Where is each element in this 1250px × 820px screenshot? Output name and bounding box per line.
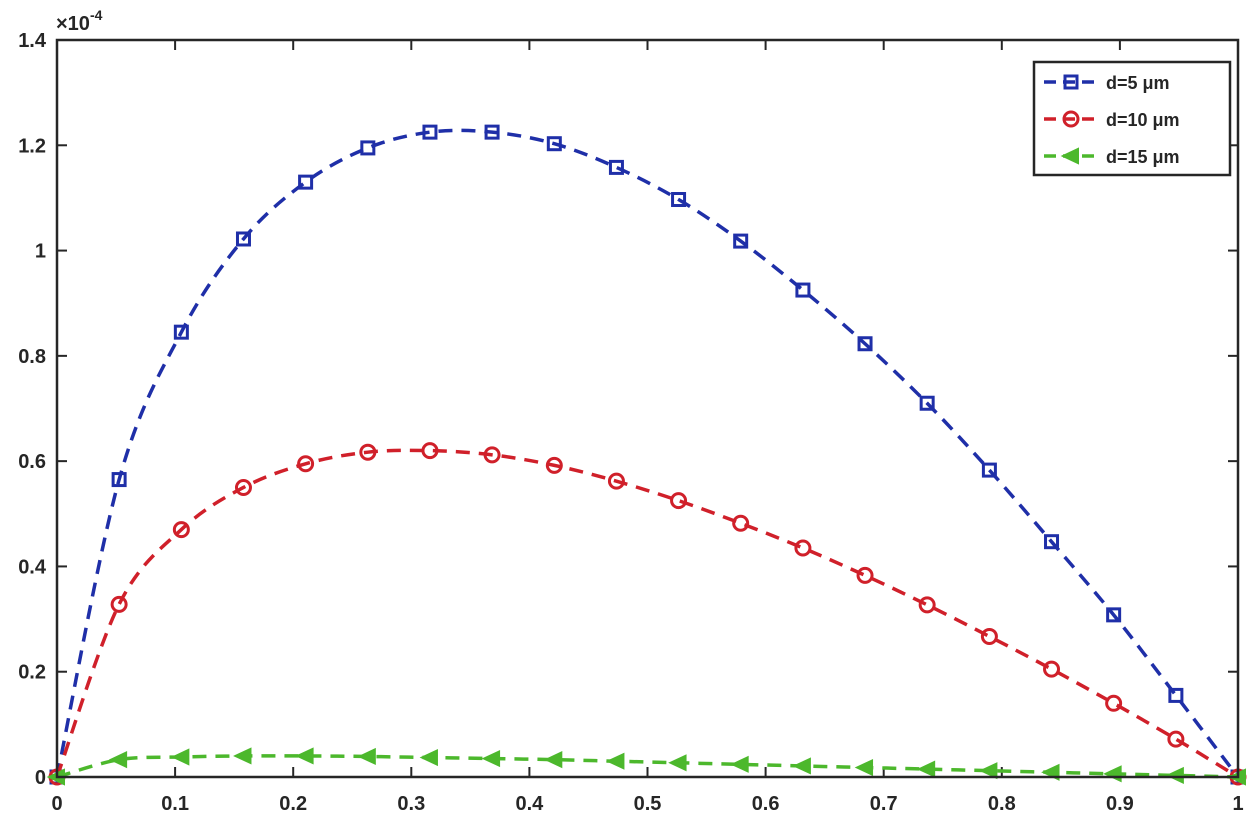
data-point (484, 124, 500, 140)
x-axis: 0 0.1 0.2 0.3 0.4 0.5 0.6 0.7 0.8 0.9 1 (51, 40, 1244, 815)
data-point (295, 747, 314, 765)
y-tick-label: 0.8 (18, 346, 46, 368)
legend-marker (1060, 147, 1079, 165)
y-tick-label: 1 (35, 241, 46, 263)
data-point (546, 136, 562, 152)
data-point (173, 324, 189, 340)
data-point (795, 282, 811, 298)
data-point (607, 472, 625, 490)
data-point (792, 757, 811, 775)
x-tick-label: 0.2 (279, 793, 307, 815)
data-point (481, 750, 501, 768)
x-tick-label: 1 (1232, 793, 1243, 815)
series-line (55, 128, 1240, 779)
y-tick-label: 0 (35, 767, 46, 789)
y-tick-label: 0.2 (18, 662, 46, 684)
series-2 (48, 442, 1247, 786)
data-point (233, 747, 252, 765)
data-point (981, 462, 997, 478)
data-point (671, 192, 687, 208)
data-point (297, 455, 315, 473)
data-point (172, 521, 190, 539)
y-tick-label: 0.6 (18, 451, 46, 473)
data-point (545, 456, 563, 474)
x-tick-label: 0.5 (634, 793, 662, 815)
x-tick-label: 0 (51, 793, 62, 815)
data-point (1105, 694, 1123, 712)
y-axis-exponent: ×10-4 (56, 7, 103, 35)
legend: d=5 μm d=10 μm d=15 μm (1032, 60, 1232, 177)
y-axis-exponent-base: ×10 (56, 13, 90, 35)
legend-item: d=15 μm (1044, 147, 1180, 167)
data-point (794, 539, 812, 557)
data-point (919, 395, 935, 411)
data-point (483, 446, 501, 464)
data-point (916, 760, 936, 778)
legend-item: d=10 μm (1044, 110, 1180, 130)
legend-item: d=5 μm (1044, 73, 1170, 93)
x-tick-label: 0.7 (870, 793, 898, 815)
legend-label: d=5 μm (1106, 73, 1170, 93)
data-point (170, 748, 190, 766)
data-point (979, 762, 998, 780)
data-point (732, 514, 750, 532)
data-point (857, 336, 873, 352)
data-point (606, 752, 625, 770)
data-point (608, 159, 624, 175)
data-point (111, 472, 127, 488)
data-point (980, 627, 998, 645)
y-tick-label: 0.4 (18, 556, 47, 578)
data-point (108, 751, 128, 769)
x-tick-label: 0.9 (1106, 793, 1134, 815)
data-point (1106, 607, 1122, 623)
x-tick-label: 0.1 (161, 793, 189, 815)
data-point (730, 755, 749, 773)
data-point (856, 566, 874, 584)
data-point (422, 124, 438, 140)
y-axis: 0 0.2 0.4 0.6 0.8 1 1.2 1.4 (18, 30, 1238, 789)
data-point (1165, 766, 1184, 784)
data-point (918, 596, 936, 614)
x-tick-label: 0.4 (515, 793, 544, 815)
data-point (110, 595, 128, 613)
x-tick-label: 0.8 (988, 793, 1016, 815)
data-point (1043, 660, 1061, 678)
data-point (419, 748, 438, 767)
legend-marker (1063, 74, 1079, 90)
data-point (1044, 534, 1060, 550)
data-point (234, 478, 252, 496)
data-point (235, 231, 251, 247)
data-point (854, 758, 874, 777)
data-point (421, 442, 439, 460)
data-point (1168, 687, 1184, 703)
data-point (1167, 730, 1185, 748)
data-point (668, 754, 687, 772)
legend-label: d=15 μm (1106, 147, 1180, 167)
y-tick-label: 1.4 (18, 30, 47, 52)
data-point (733, 233, 749, 249)
data-point (543, 751, 563, 769)
data-point (670, 492, 688, 510)
data-point (298, 174, 314, 190)
legend-marker (1062, 110, 1080, 128)
legend-label: d=10 μm (1106, 110, 1180, 130)
data-point (359, 443, 377, 461)
series-line (55, 448, 1239, 779)
data-point (360, 140, 376, 156)
x-tick-label: 0.3 (397, 793, 425, 815)
y-tick-label: 1.2 (18, 135, 46, 157)
y-axis-exponent-power: -4 (90, 7, 103, 23)
plot-frame (55, 38, 1240, 779)
x-tick-label: 0.6 (752, 793, 780, 815)
data-point (357, 747, 376, 766)
